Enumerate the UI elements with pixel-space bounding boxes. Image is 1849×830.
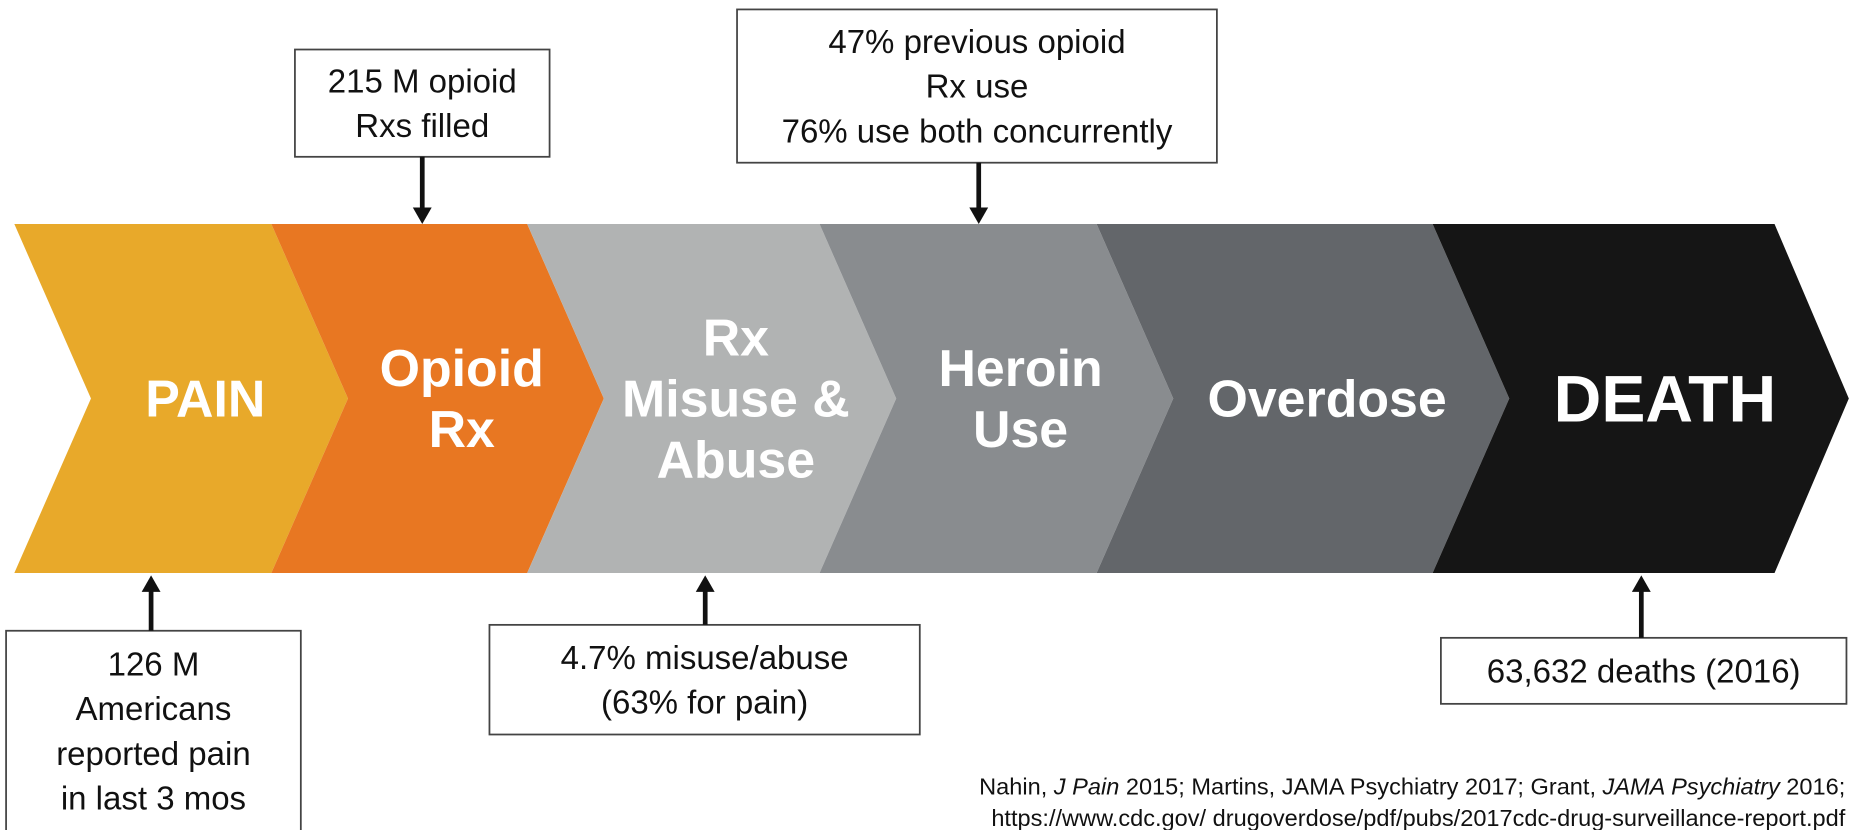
arrow-head [969,207,989,225]
arrow-head [1631,575,1651,592]
citation: Nahin, J Pain 2015; Martins, JAMA Psychi… [979,773,1845,799]
arrow-head [141,575,161,592]
stage-label: Overdose [1207,369,1446,427]
stage-label: PAIN [145,369,265,427]
callout-text: reported pain [56,735,250,772]
callout-box [294,48,551,158]
callout-box [488,623,921,736]
stage-label: Misuse & [622,369,850,427]
stage-label: Use [973,400,1068,458]
callout-text: 76% use both concurrently [782,112,1173,149]
chevron [271,224,604,573]
chevron [1432,224,1849,573]
callout-box [736,8,1218,164]
callout-text: 4.7% misuse/abuse [561,639,849,676]
stage-label: Opioid [380,339,544,397]
chevron [819,224,1174,573]
citation: https://www.cdc.gov/ drugoverdose/pdf/pu… [991,805,1845,830]
callout-text: 63,632 deaths (2016) [1487,652,1801,689]
citation-part: J Pain [1053,773,1120,799]
callout-text: 126 M [108,645,200,682]
callout-text: in last 3 mos [61,780,246,817]
citation-part: 2015; Martins, JAMA Psychiatry 2017; Gra… [1119,773,1602,799]
stage-label: Abuse [657,431,816,489]
callout-text: Rxs filled [355,107,489,144]
callout-text: Americans [76,690,232,727]
chevron [527,224,897,573]
chevron [1096,224,1510,573]
stage-label: Rx [429,400,495,458]
callout-box [1440,636,1848,705]
callout-text: Rx use [926,68,1029,105]
arrow-head [412,207,432,225]
stage-label: Heroin [938,339,1102,397]
callout-text: 215 M opioid [328,62,517,99]
citation-part: 2016; [1780,773,1846,799]
citation-part: https://www.cdc.gov/ drugoverdose/pdf/pu… [991,805,1845,830]
citation-part: JAMA Psychiatry [1602,773,1781,799]
callout-text: (63% for pain) [601,684,808,721]
stage-label: DEATH [1554,361,1776,435]
citation-part: Nahin, [979,773,1054,799]
arrow-head [695,575,715,592]
stage-label: Rx [703,308,769,366]
callout-text: 47% previous opioid [828,23,1125,60]
chevron [14,224,348,573]
